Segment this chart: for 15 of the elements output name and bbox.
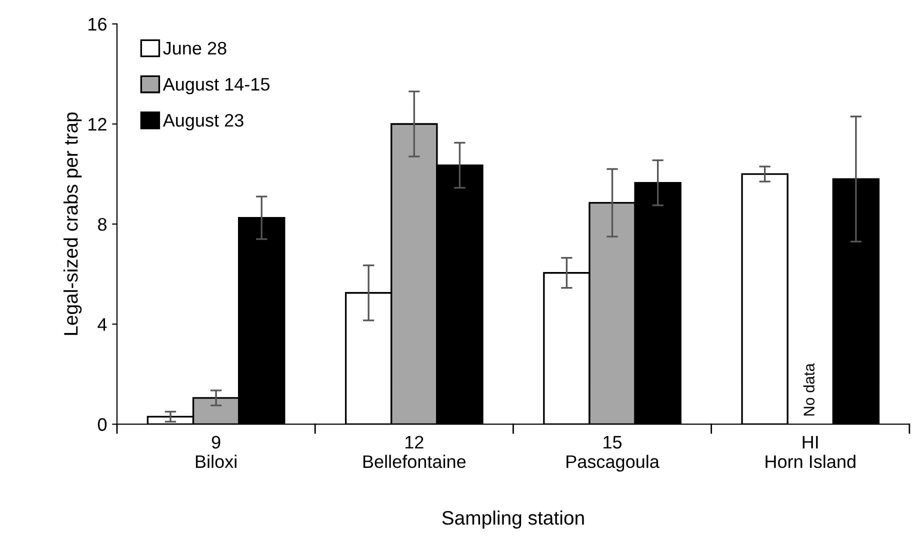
x-tick-label: 15 Pascagoula xyxy=(566,436,660,472)
x-tick-label: 9 Biloxi xyxy=(196,436,236,468)
y-axis-title: Legal-sized crabs per trap xyxy=(64,112,82,335)
annotation: No data xyxy=(803,363,814,416)
y-tick-label: 0 xyxy=(98,418,107,431)
legend-label: August 23 xyxy=(162,114,244,130)
y-tick-label: 8 xyxy=(98,218,106,231)
y-tick-label: 4 xyxy=(98,318,107,331)
y-tick-label: 16 xyxy=(88,18,106,31)
x-tick-label: HI Horn Island xyxy=(766,436,856,468)
y-tick-label: 12 xyxy=(88,118,106,131)
legend-label: June 28 xyxy=(163,42,226,55)
x-axis-title: Sampling station xyxy=(442,510,584,529)
x-tick-label: 12 Bellefontaine xyxy=(363,436,466,468)
legend-label: August 14-15 xyxy=(162,78,270,94)
